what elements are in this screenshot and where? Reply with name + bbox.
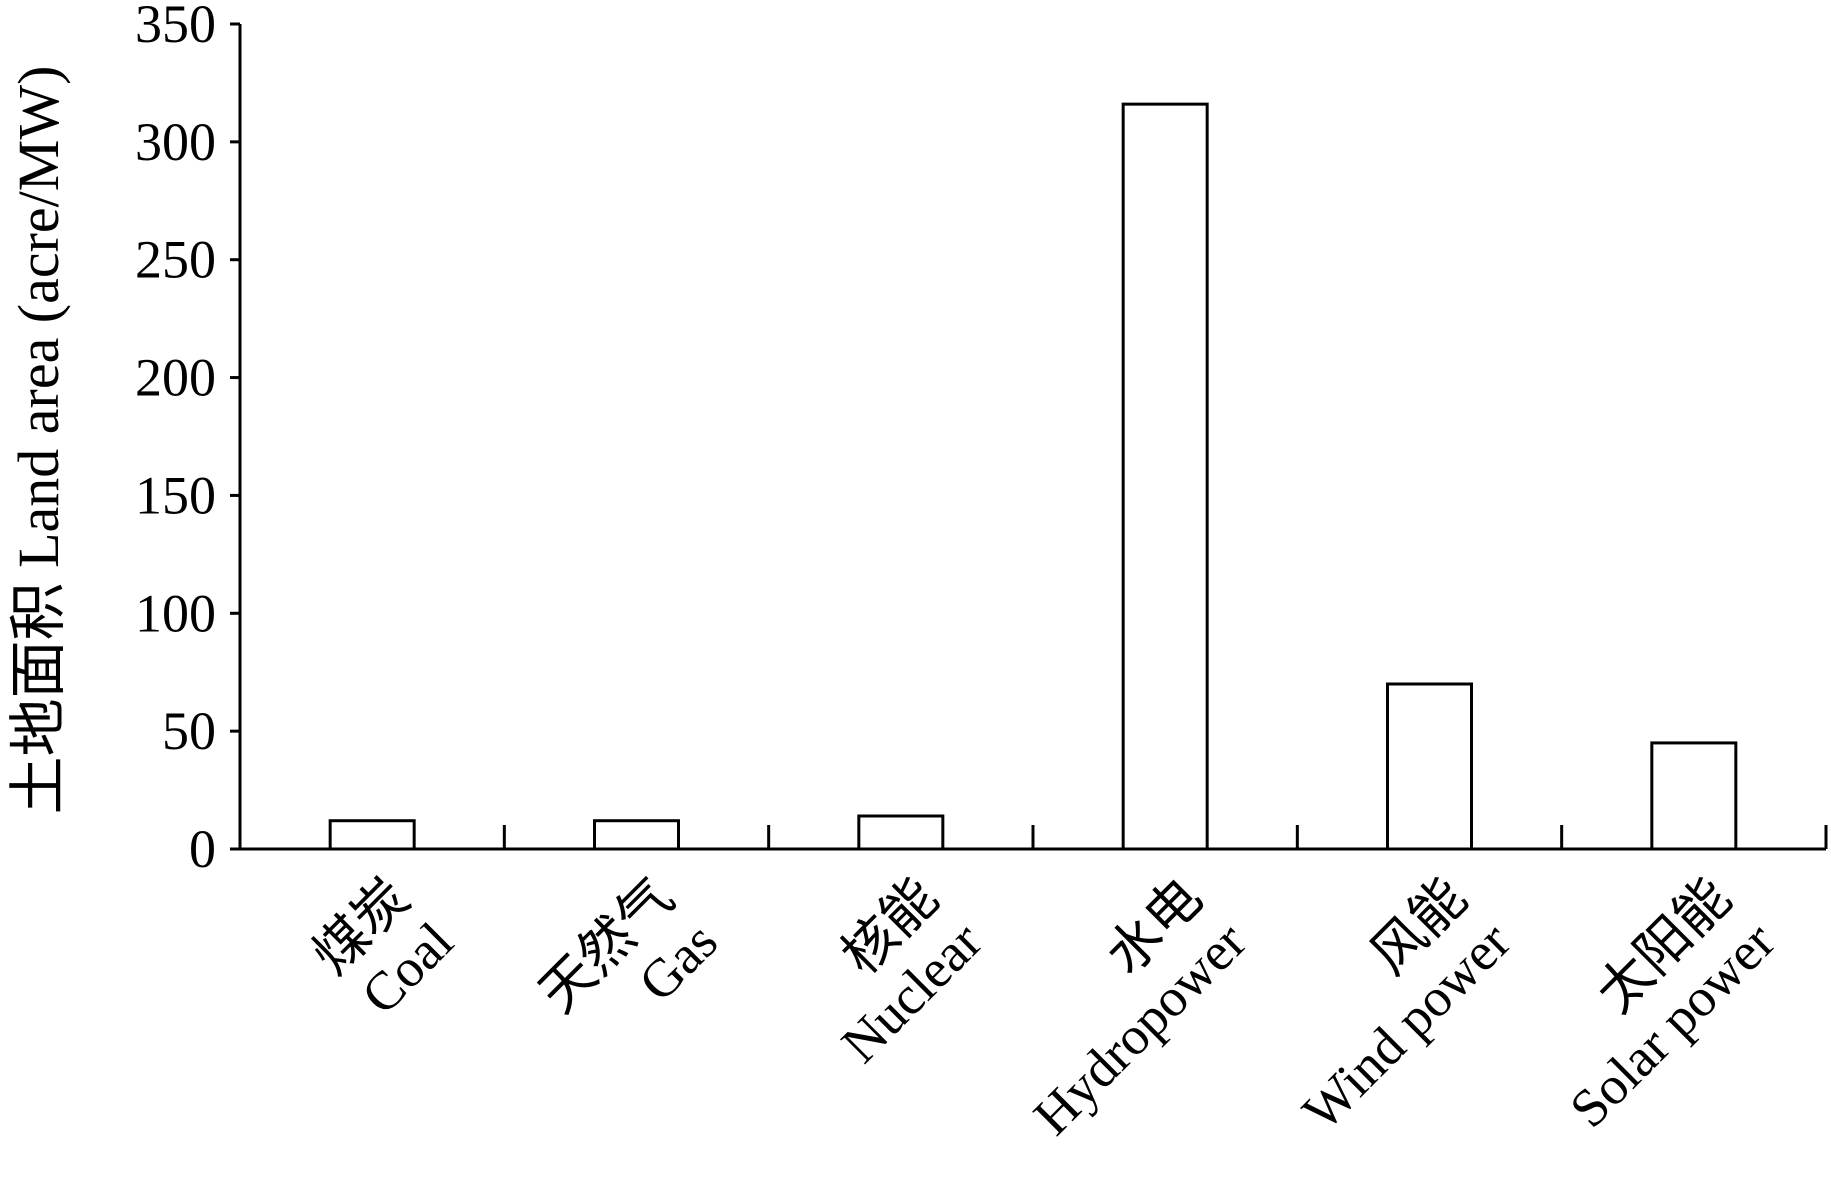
y-tick-label: 250 — [135, 230, 216, 290]
y-tick-label: 0 — [189, 819, 216, 879]
bar — [328, 819, 416, 851]
bar — [1121, 102, 1209, 851]
y-tick-label: 200 — [135, 348, 216, 408]
bar — [593, 819, 680, 851]
bar — [1386, 682, 1473, 851]
y-tick-label: 300 — [135, 112, 216, 172]
y-axis-ticks: 0 50 100 150 200 250 300 350 — [135, 0, 240, 879]
y-tick-label: 100 — [135, 583, 216, 643]
y-tick-label: 50 — [162, 701, 216, 761]
bars — [328, 102, 1738, 851]
x-axis — [240, 825, 1828, 851]
y-tick-label: 350 — [135, 0, 216, 54]
y-axis-label: 土地面积 Land area (acre/MW) — [6, 66, 71, 815]
bar — [857, 814, 945, 851]
y-tick-label: 150 — [135, 465, 216, 525]
bar — [1650, 741, 1738, 851]
